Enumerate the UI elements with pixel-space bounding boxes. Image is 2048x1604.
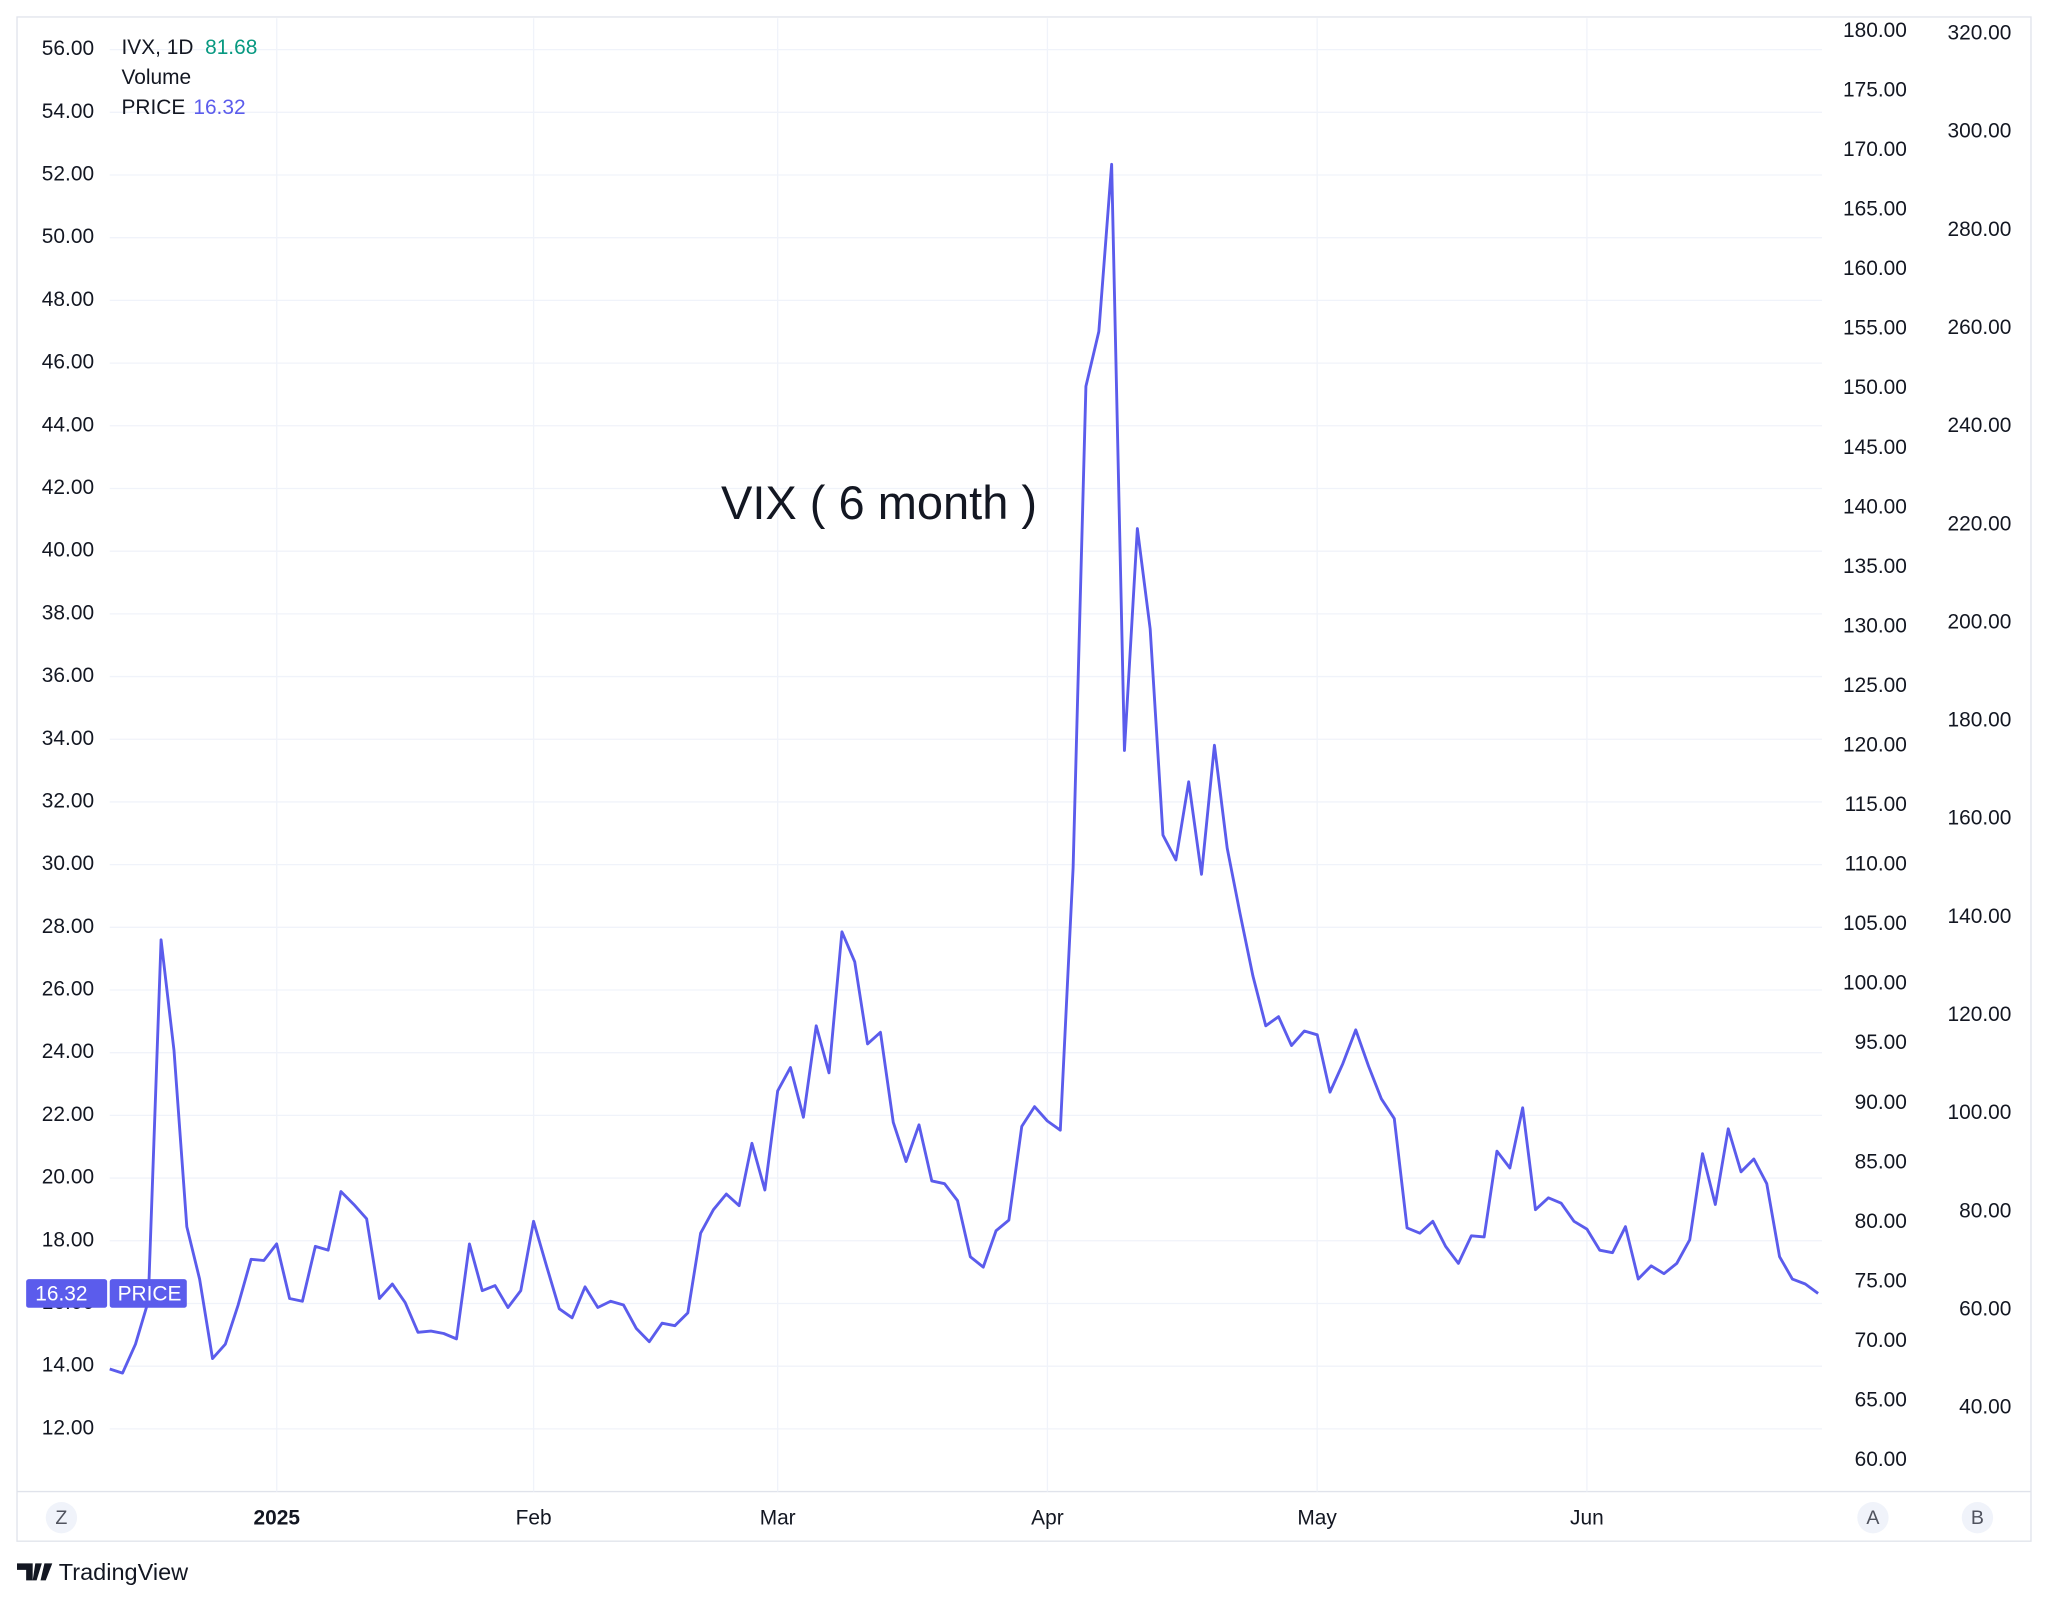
legend-series: PRICE (121, 96, 185, 119)
y3-tick-label: 180.00 (1948, 709, 2012, 732)
y-tick-label: 34.00 (42, 727, 94, 750)
y-tick-label: 48.00 (42, 288, 94, 311)
legend-symbol-value: 81.68 (205, 36, 257, 59)
y-tick-label: 56.00 (42, 37, 94, 60)
y2-tick-label: 135.00 (1843, 555, 1907, 578)
y3-tick-label: 280.00 (1948, 218, 2012, 241)
brand-name: TradingView (59, 1559, 189, 1585)
y3-tick-label: 160.00 (1948, 807, 2012, 830)
price-tag: 16.32 PRICE (26, 1279, 187, 1308)
legend-symbol: IVX, 1D (121, 36, 193, 59)
y2-tick-label: 175.00 (1843, 78, 1907, 101)
button-b[interactable]: B (1971, 1507, 1984, 1529)
grid (109, 18, 1823, 1492)
y2-tick-label: 155.00 (1843, 317, 1907, 340)
legend-volume: Volume (121, 66, 191, 89)
y-tick-label: 54.00 (42, 100, 94, 123)
y-tick-label: 22.00 (42, 1103, 94, 1126)
y-tick-label: 40.00 (42, 539, 94, 562)
y3-tick-label: 40.00 (1959, 1396, 2011, 1419)
button-z[interactable]: Z (55, 1507, 67, 1529)
y-tick-label: 36.00 (42, 664, 94, 687)
y2-tick-label: 85.00 (1855, 1150, 1907, 1173)
x-tick-label: Feb (516, 1506, 552, 1529)
y2-tick-label: 140.00 (1843, 495, 1907, 518)
brand: TradingView (17, 1559, 189, 1585)
axes: 12.0014.0016.0018.0020.0022.0024.0026.00… (42, 19, 2012, 1530)
x-tick-label: Mar (760, 1506, 796, 1529)
y3-tick-label: 80.00 (1959, 1199, 2011, 1222)
y2-tick-label: 145.00 (1843, 436, 1907, 459)
y-tick-label: 14.00 (42, 1354, 94, 1377)
plot (109, 162, 1819, 1375)
y-tick-label: 26.00 (42, 978, 94, 1001)
y-tick-label: 46.00 (42, 351, 94, 374)
y2-tick-label: 75.00 (1855, 1269, 1907, 1292)
y2-tick-label: 115.00 (1845, 793, 1907, 816)
y-tick-label: 20.00 (42, 1166, 94, 1189)
y3-tick-label: 240.00 (1948, 414, 2012, 437)
y-tick-label: 44.00 (42, 413, 94, 436)
y2-tick-label: 160.00 (1843, 257, 1907, 280)
y2-tick-label: 100.00 (1843, 972, 1907, 995)
y-tick-label: 32.00 (42, 789, 94, 812)
y2-tick-label: 180.00 (1843, 19, 1907, 42)
y2-tick-label: 80.00 (1855, 1210, 1907, 1233)
x-tick-label: 2025 (253, 1506, 300, 1529)
y2-tick-label: 90.00 (1855, 1091, 1907, 1114)
y3-tick-label: 100.00 (1948, 1101, 2012, 1124)
y-tick-label: 12.00 (42, 1416, 94, 1439)
y2-tick-label: 110.00 (1845, 853, 1907, 876)
y3-tick-label: 120.00 (1948, 1003, 2012, 1026)
price-line (109, 162, 1819, 1375)
brand-logo (17, 1563, 53, 1581)
chart-frame (16, 16, 2032, 1542)
y3-tick-label: 320.00 (1948, 22, 2012, 45)
y-tick-label: 28.00 (42, 915, 94, 938)
button-bg[interactable] (1961, 1501, 1994, 1534)
y3-tick-label: 220.00 (1948, 512, 2012, 535)
price-tag-bg (26, 1279, 108, 1308)
y2-tick-label: 120.00 (1843, 733, 1907, 756)
y2-tick-label: 105.00 (1843, 912, 1907, 935)
y2-tick-label: 170.00 (1843, 138, 1907, 161)
x-tick-label: Jun (1570, 1506, 1604, 1529)
y-tick-label: 52.00 (42, 163, 94, 186)
y2-tick-label: 130.00 (1843, 614, 1907, 637)
price-tag-name: PRICE (118, 1282, 182, 1305)
y3-tick-label: 140.00 (1948, 905, 2012, 928)
y2-tick-label: 165.00 (1843, 198, 1907, 221)
annotation: VIX ( 6 month ) (721, 476, 1037, 529)
y2-tick-label: 150.00 (1843, 376, 1907, 399)
y-tick-label: 24.00 (42, 1040, 94, 1063)
x-tick-label: Apr (1031, 1506, 1064, 1529)
y-tick-label: 38.00 (42, 601, 94, 624)
price-tag-name-bg (109, 1279, 187, 1308)
button-bg[interactable] (45, 1501, 78, 1534)
y3-tick-label: 260.00 (1948, 316, 2012, 339)
y2-tick-label: 125.00 (1843, 674, 1907, 697)
y2-tick-label: 60.00 (1855, 1448, 1907, 1471)
button-bg[interactable] (1857, 1501, 1889, 1534)
y-tick-label: 50.00 (42, 225, 94, 248)
y2-tick-label: 70.00 (1855, 1329, 1907, 1352)
y3-tick-label: 300.00 (1948, 120, 2012, 143)
buttons: Z A B (45, 1501, 1994, 1534)
price-tag-value: 16.32 (35, 1282, 87, 1305)
y2-tick-label: 65.00 (1855, 1389, 1907, 1412)
y2-tick-label: 95.00 (1855, 1031, 1907, 1054)
x-tick-label: May (1297, 1506, 1337, 1529)
y3-tick-label: 60.00 (1959, 1297, 2011, 1320)
y3-tick-label: 200.00 (1948, 610, 2012, 633)
legend-series-value: 16.32 (193, 96, 245, 119)
y-tick-label: 42.00 (42, 476, 94, 499)
legend: IVX, 1D 81.68 Volume PRICE 16.32 (121, 36, 257, 119)
y-tick-label: 30.00 (42, 852, 94, 875)
button-a[interactable]: A (1866, 1507, 1880, 1529)
y-tick-label: 18.00 (42, 1228, 94, 1251)
